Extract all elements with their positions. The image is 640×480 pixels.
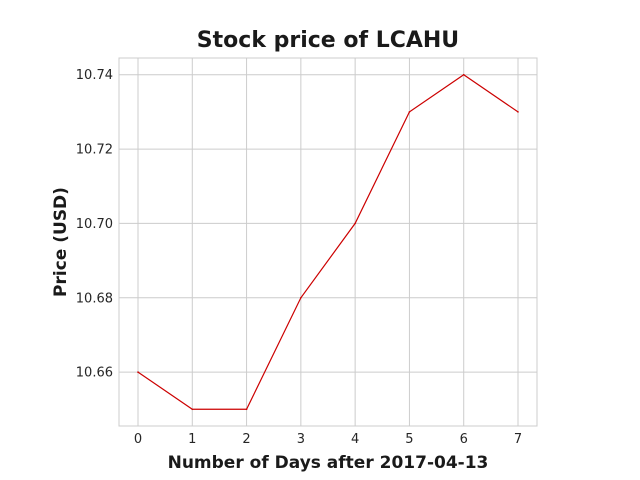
x-tick-label: 2: [242, 432, 250, 447]
data-point: [300, 296, 302, 299]
x-tick-label: 0: [134, 432, 142, 447]
y-tick-label: 10.68: [76, 291, 113, 306]
chart-title: Stock price of LCAHU: [197, 28, 459, 53]
x-tick-label: 7: [514, 432, 522, 447]
data-point: [137, 371, 139, 373]
x-tick-label: 5: [405, 432, 413, 447]
data-point: [408, 111, 411, 113]
y-axis-label: Price (USD): [51, 187, 71, 297]
series-layer: [137, 73, 519, 411]
x-axis-label: Number of Days after 2017-04-13: [168, 453, 489, 473]
grid: [119, 58, 537, 426]
data-point: [462, 73, 465, 76]
plot-frame: [118, 57, 538, 427]
x-tick-label: 4: [351, 432, 359, 447]
data-point: [191, 408, 194, 411]
series-line: [137, 74, 519, 410]
data-point: [354, 222, 356, 225]
x-tick-label: 1: [188, 432, 196, 447]
data-point: [517, 111, 519, 113]
y-tick-label: 10.66: [76, 366, 113, 381]
x-tick-label: 6: [460, 432, 468, 447]
tick-labels: 0 1 2 3 4 5 6 7 10.66 10.68 10.70 10.72 10.74: [76, 68, 522, 447]
y-tick-label: 10.74: [76, 68, 113, 83]
x-tick-label: 3: [297, 432, 305, 447]
data-point: [245, 408, 248, 411]
y-tick-label: 10.72: [76, 143, 113, 158]
y-tick-label: 10.70: [76, 217, 113, 232]
